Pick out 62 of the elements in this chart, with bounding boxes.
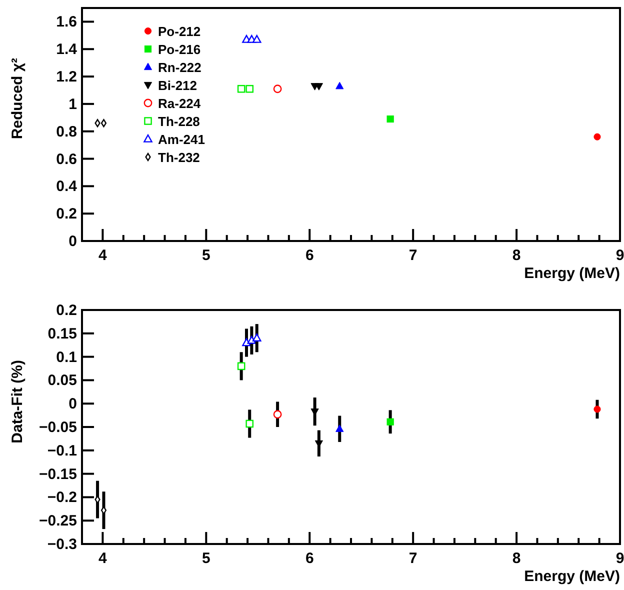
point <box>237 362 246 370</box>
x-tick-label: 9 <box>616 550 624 567</box>
point <box>252 34 262 43</box>
y-tick-label: 0 <box>68 396 77 413</box>
y-tick-label: 0.1 <box>56 348 77 366</box>
legend-label: Th-232 <box>158 150 200 165</box>
point <box>273 410 282 419</box>
y-axis-title: Data-Fit (%) <box>9 360 26 444</box>
y-tick-label: 0.2 <box>56 206 77 223</box>
point <box>386 418 394 426</box>
x-tick-label: 8 <box>512 247 521 264</box>
x-axis-title: Energy (MeV) <box>524 265 620 282</box>
x-tick-label: 4 <box>98 247 108 264</box>
x-tick-label: 6 <box>305 247 314 264</box>
point <box>246 420 254 428</box>
x-tick-label: 8 <box>512 550 521 567</box>
legend-label: Am-241 <box>158 132 205 147</box>
y-tick-label: 1.6 <box>56 14 77 31</box>
y-tick-label: 0 <box>68 233 77 250</box>
y-tick-label: −0.15 <box>39 466 77 483</box>
point <box>94 119 100 128</box>
y-tick-label: 1.4 <box>56 41 78 58</box>
point <box>273 84 282 94</box>
point <box>336 82 344 90</box>
x-tick-label: 5 <box>202 550 210 567</box>
y-tick-label: 1.2 <box>56 68 77 86</box>
x-axis-title: Energy (MeV) <box>524 568 620 585</box>
point <box>246 84 254 93</box>
point <box>100 119 107 128</box>
legend-label: Po-212 <box>158 24 201 39</box>
y-tick-label: −0.05 <box>39 419 77 436</box>
point <box>594 406 601 413</box>
x-tick-label: 6 <box>305 550 314 567</box>
y-tick-label: 0.4 <box>56 178 78 196</box>
legend-label: Po-216 <box>158 42 201 57</box>
y-tick-label: 0.05 <box>48 372 77 390</box>
legend-label: Rn-222 <box>158 60 202 75</box>
y-axis-title: Reduced χ² <box>9 58 26 140</box>
y-tick-label: 0.15 <box>48 325 77 342</box>
point <box>247 336 256 344</box>
y-tick-label: 1 <box>68 96 77 113</box>
point <box>314 83 323 90</box>
x-tick-label: 7 <box>408 247 418 264</box>
y-tick-label: 0.6 <box>56 150 77 168</box>
point <box>594 133 601 140</box>
point <box>336 424 344 432</box>
legend-label: Bi-212 <box>158 78 198 93</box>
point <box>252 333 262 342</box>
y-tick-label: −0.25 <box>39 512 77 530</box>
y-tick-label: −0.2 <box>47 489 77 506</box>
y-tick-label: −0.3 <box>47 536 77 553</box>
x-tick-label: 9 <box>616 247 624 264</box>
point <box>237 84 246 93</box>
legend-label: Ra-224 <box>158 96 202 111</box>
x-tick-label: 7 <box>408 550 418 567</box>
y-tick-label: 0.8 <box>56 123 77 140</box>
x-tick-label: 5 <box>202 247 210 264</box>
legend-label: Th-228 <box>158 114 200 129</box>
x-tick-label: 4 <box>98 550 108 567</box>
point <box>386 115 394 123</box>
y-tick-label: 0.2 <box>56 302 77 319</box>
y-tick-label: −0.1 <box>47 442 77 460</box>
